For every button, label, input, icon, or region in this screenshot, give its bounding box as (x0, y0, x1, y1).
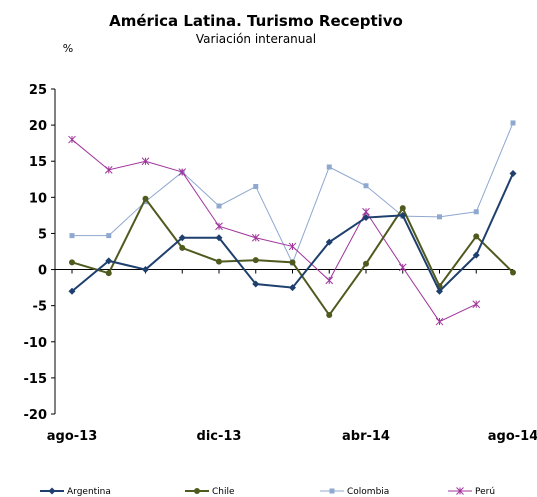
legend-marker-argentina (48, 487, 56, 495)
data-point-per (472, 300, 481, 309)
y-tick-label: -20 (24, 408, 48, 423)
data-point-colombia (363, 183, 369, 189)
data-point-colombia (106, 233, 112, 239)
y-axis-label: % (63, 42, 73, 55)
legend-label-colombia: Colombia (347, 487, 389, 497)
data-point-argentina (142, 266, 149, 274)
data-point-per (178, 168, 187, 176)
series-chile (69, 195, 516, 319)
data-point-per (398, 263, 407, 272)
data-point-per (288, 242, 297, 251)
data-point-colombia (69, 233, 75, 239)
x-tick-label: ago-14 (488, 429, 537, 444)
data-point-argentina (325, 238, 333, 246)
data-point-chile (510, 269, 516, 276)
legend: Argentina Chile Colombia Perú (40, 487, 495, 497)
data-point-chile (216, 258, 222, 265)
data-point-per (325, 276, 334, 285)
data-point-argentina (215, 234, 223, 242)
legend-marker-chile (194, 488, 200, 494)
x-tick-label: abr-14 (342, 429, 390, 444)
x-tick-label: dic-13 (197, 429, 242, 444)
axes: 25 20 15 10 5 0 -5 -10 -15 -20 ago-13 dic-13 abr-14 a… (24, 83, 537, 444)
data-point-chile (363, 260, 369, 267)
data-point-argentina (252, 280, 260, 288)
data-point-chile (105, 270, 112, 277)
data-point-argentina (509, 170, 517, 177)
data-point-argentina (68, 287, 76, 295)
legend-label-argentina: Argentina (67, 487, 111, 497)
series-layer (68, 120, 517, 326)
data-point-per (104, 166, 113, 174)
chart-subtitle: Variación interanual (196, 32, 316, 46)
x-tick-label: ago-13 (47, 429, 98, 444)
data-point-chile (69, 259, 75, 266)
legend-marker-per (456, 487, 464, 495)
data-point-argentina (436, 287, 443, 295)
y-tick-label: -5 (33, 300, 47, 315)
data-point-argentina (399, 211, 407, 219)
data-point-colombia (437, 214, 442, 220)
data-point-argentina (472, 251, 480, 259)
data-point-per (215, 222, 223, 231)
series-line-argentina (71, 173, 514, 293)
data-point-chile (289, 259, 296, 266)
legend-item-per: Perú (448, 487, 495, 497)
data-point-colombia (253, 184, 259, 189)
data-point-chile (179, 244, 186, 251)
series-argentina (68, 170, 517, 295)
legend-label-chile: Chile (212, 487, 235, 497)
data-point-argentina (362, 214, 370, 222)
y-tick-label: 10 (29, 191, 47, 206)
chart-title: América Latina. Turismo Receptivo (109, 12, 403, 30)
data-point-per (251, 233, 260, 242)
legend-item-argentina: Argentina (40, 487, 111, 497)
legend-item-colombia: Colombia (320, 487, 389, 497)
legend-item-chile: Chile (185, 487, 235, 497)
data-point-per (435, 317, 444, 326)
y-tick-label: 5 (38, 227, 47, 242)
legend-marker-colombia (329, 488, 335, 494)
data-point-chile (252, 257, 259, 264)
y-tick-label: 15 (29, 155, 47, 170)
data-point-argentina (105, 257, 113, 265)
y-tick-label: 0 (38, 264, 47, 279)
data-point-colombia (216, 203, 222, 209)
data-point-per (141, 157, 150, 166)
y-tick-label: -15 (24, 372, 48, 387)
data-point-per (68, 135, 76, 144)
data-point-chile (142, 195, 149, 202)
y-tick-label: -10 (24, 336, 48, 351)
y-tick-label: 25 (29, 83, 47, 98)
data-point-colombia (473, 209, 479, 215)
y-tick-label: 20 (29, 119, 47, 134)
series-per (68, 135, 481, 326)
data-point-chile (326, 312, 333, 319)
data-point-colombia (326, 164, 332, 170)
series-line-colombia (72, 122, 514, 265)
series-line-per (71, 139, 477, 323)
data-point-chile (473, 233, 480, 240)
data-point-argentina (289, 284, 296, 292)
data-point-colombia (510, 120, 516, 126)
data-point-argentina (178, 234, 186, 242)
legend-label-per: Perú (475, 487, 495, 497)
data-point-chile (399, 205, 406, 212)
